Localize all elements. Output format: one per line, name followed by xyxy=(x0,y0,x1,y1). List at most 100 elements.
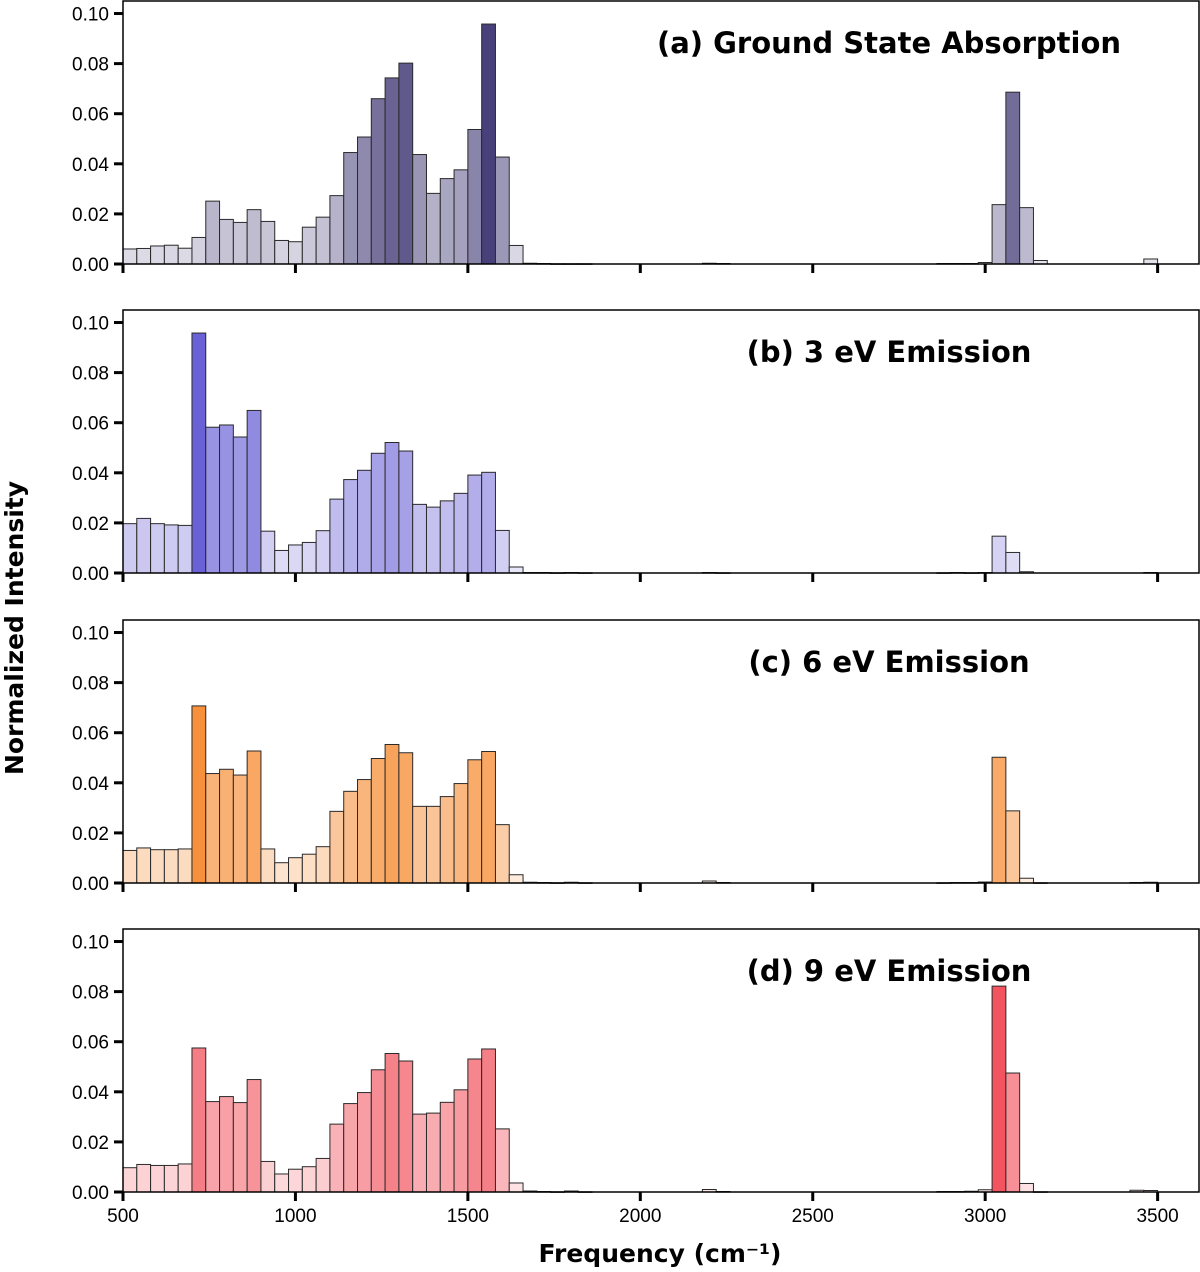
bar xyxy=(301,226,317,265)
bar xyxy=(191,705,207,884)
bar xyxy=(412,503,427,574)
bar xyxy=(425,805,441,884)
bar xyxy=(494,156,510,265)
bar xyxy=(301,1166,317,1193)
bar xyxy=(205,200,221,265)
bar xyxy=(991,985,1007,1193)
bar xyxy=(274,549,290,574)
bar xyxy=(467,474,483,574)
bar xyxy=(136,1163,152,1193)
bar xyxy=(453,1089,469,1193)
panels: 0.00 0.02 0.04 0.06 0.08 0.10 (a) Ground State… xyxy=(72,0,1200,1227)
bar xyxy=(494,529,510,574)
bar xyxy=(481,23,496,265)
x-tick-label: 1500 xyxy=(447,1206,489,1227)
y-axis-label: Normalized Intensity xyxy=(0,481,29,775)
y-tick-label: 0.10 xyxy=(72,314,109,335)
bar xyxy=(329,498,345,574)
axes-frame xyxy=(122,619,1200,884)
bar xyxy=(191,236,207,265)
bar xyxy=(453,783,469,884)
bar xyxy=(122,248,138,265)
bar xyxy=(136,247,152,265)
bar xyxy=(357,1092,372,1193)
y-tick-label: 0.04 xyxy=(72,774,109,795)
bar xyxy=(357,469,372,574)
panel-b: 0.00 0.02 0.04 0.06 0.08 0.10 (b) 3 eV Emissio… xyxy=(72,309,1200,585)
bar xyxy=(439,178,455,265)
bar xyxy=(481,751,496,884)
bar xyxy=(453,492,469,574)
bar xyxy=(343,1103,359,1193)
bar xyxy=(177,247,193,265)
bar xyxy=(1005,1072,1021,1193)
bar xyxy=(191,332,207,574)
bar xyxy=(1143,258,1159,265)
bar xyxy=(205,426,221,574)
axes-frame xyxy=(122,309,1200,574)
y-tick-label: 0.08 xyxy=(72,674,109,695)
bar xyxy=(439,796,455,884)
bars xyxy=(122,23,1159,265)
bar xyxy=(398,450,414,574)
bar xyxy=(439,1101,455,1193)
bar xyxy=(508,1182,524,1193)
y-tick-label: 0.00 xyxy=(72,255,109,276)
x-tick-label: 3500 xyxy=(1136,1206,1178,1227)
bar xyxy=(246,409,262,574)
bar xyxy=(329,810,345,884)
bar xyxy=(467,759,483,884)
y-tick-label: 0.08 xyxy=(72,55,109,76)
bar xyxy=(150,849,165,884)
bar xyxy=(232,774,248,884)
panel-title: (c) 6 eV Emission xyxy=(748,645,1029,679)
bar xyxy=(991,204,1007,265)
bar xyxy=(136,847,152,884)
bar xyxy=(163,1164,179,1193)
y-tick-label: 0.06 xyxy=(72,414,109,435)
bar xyxy=(1005,810,1021,884)
bar xyxy=(439,500,455,574)
y-tick-label: 0.08 xyxy=(72,364,109,385)
bar xyxy=(219,1096,234,1193)
bar xyxy=(177,1163,193,1193)
axes-frame xyxy=(122,928,1200,1193)
bar xyxy=(343,790,359,884)
x-tick-label: 500 xyxy=(107,1206,139,1227)
bar xyxy=(301,541,317,574)
bar xyxy=(425,506,441,574)
bar xyxy=(136,517,152,574)
bar xyxy=(260,220,276,265)
bar xyxy=(232,221,248,265)
bar xyxy=(163,244,179,265)
bar xyxy=(205,773,221,884)
bar xyxy=(232,1102,248,1193)
bar xyxy=(357,779,372,884)
bar xyxy=(508,874,524,884)
bar xyxy=(301,853,317,884)
bar xyxy=(384,1052,400,1193)
bar xyxy=(343,152,359,265)
bar xyxy=(260,848,276,884)
bar xyxy=(370,758,386,884)
bar xyxy=(494,824,510,884)
bar xyxy=(1019,1182,1034,1193)
bar xyxy=(357,136,372,265)
bar xyxy=(425,192,441,265)
bar xyxy=(991,535,1007,574)
bar xyxy=(329,1123,345,1193)
bar xyxy=(329,195,345,265)
bar xyxy=(315,216,331,265)
bar xyxy=(467,128,483,265)
bar xyxy=(288,544,303,574)
bar xyxy=(1019,207,1034,265)
bar xyxy=(163,849,179,884)
x-tick-label: 2500 xyxy=(792,1206,834,1227)
bar xyxy=(219,424,234,574)
panel-title: (a) Ground State Absorption xyxy=(657,26,1121,60)
axes-frame xyxy=(122,0,1200,265)
bar xyxy=(384,442,400,574)
x-tick-label: 2000 xyxy=(619,1206,661,1227)
panel-a: 0.00 0.02 0.04 0.06 0.08 0.10 (a) Ground State… xyxy=(72,0,1200,276)
